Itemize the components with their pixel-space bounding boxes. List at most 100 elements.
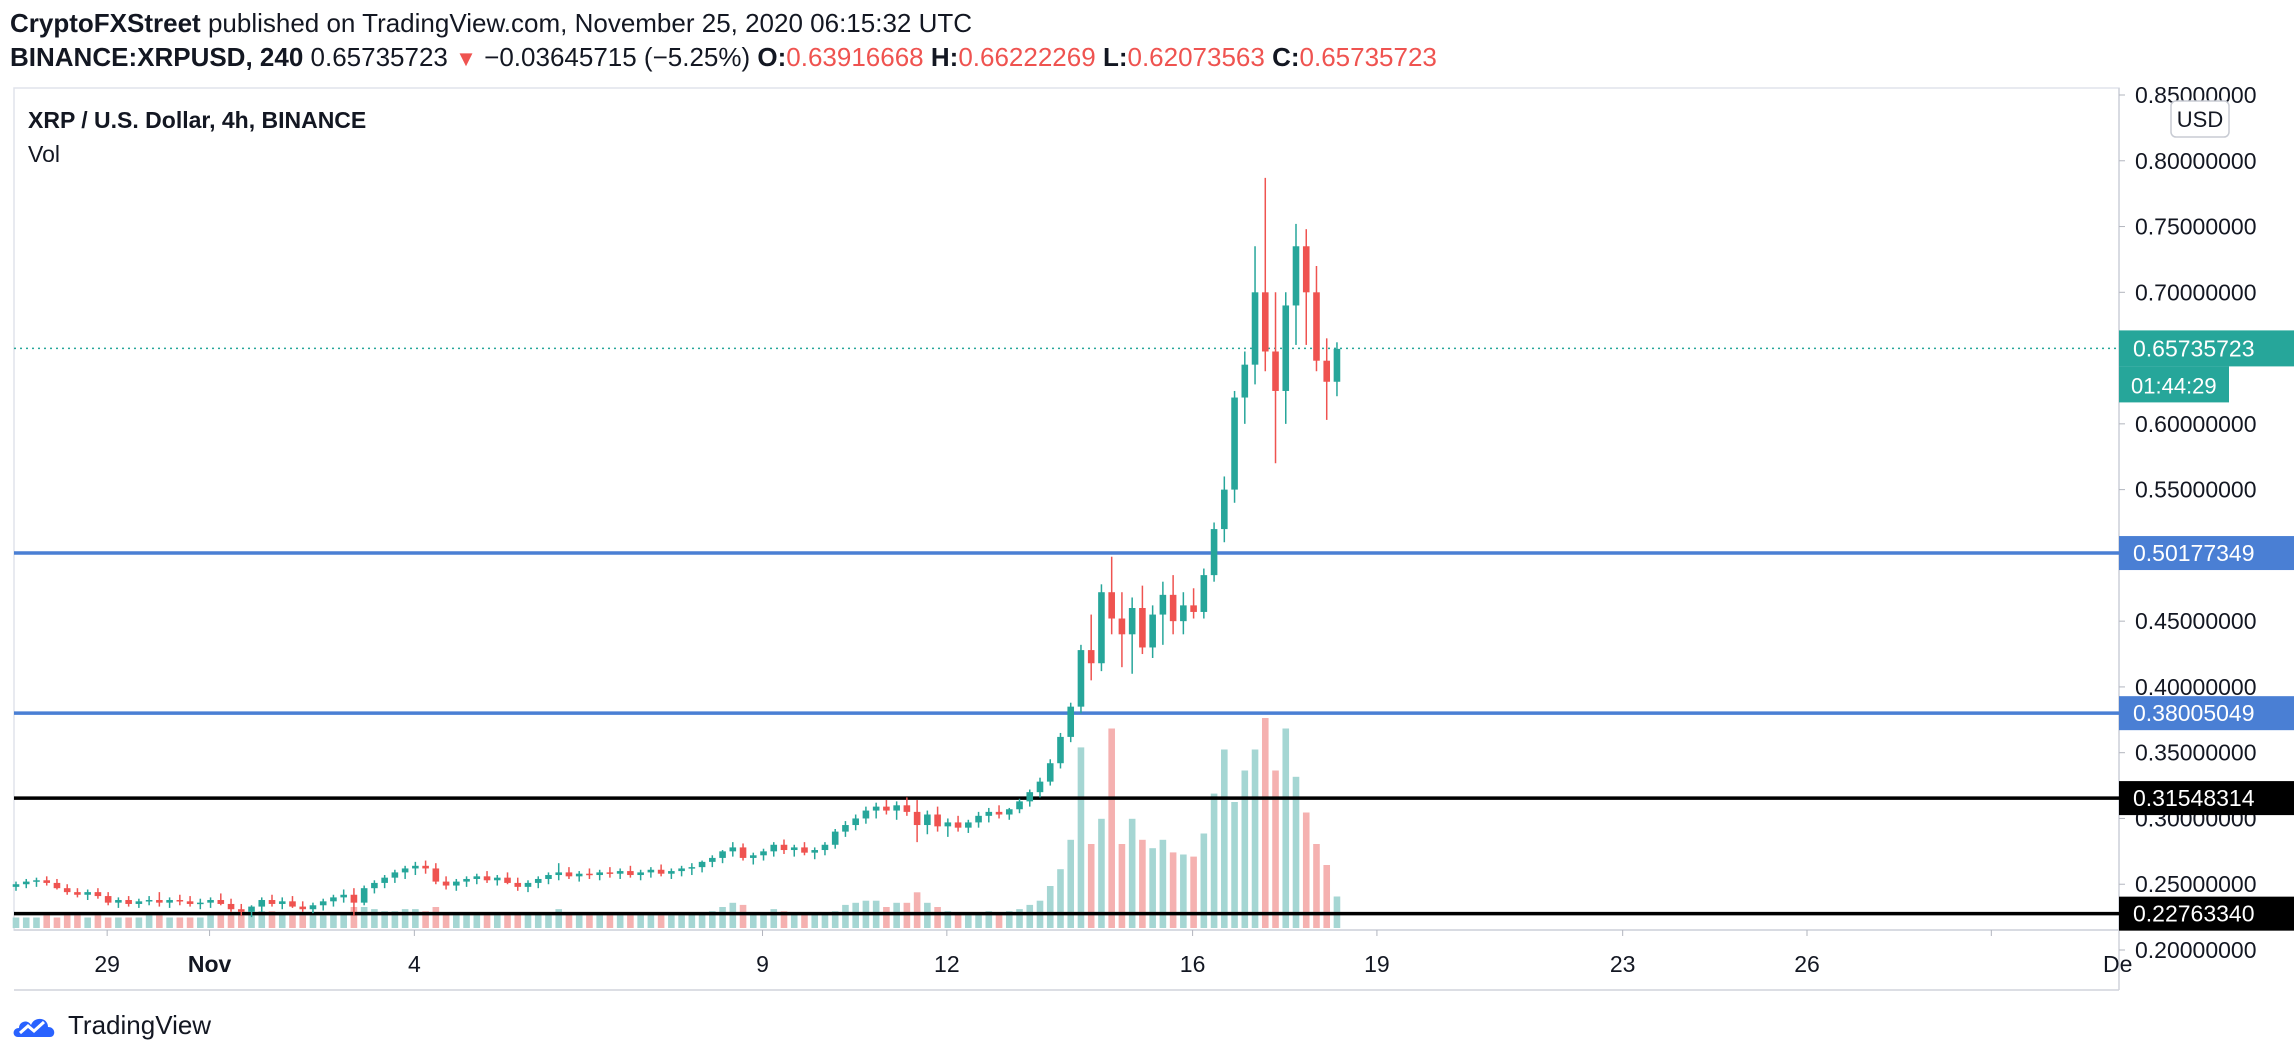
candle-body [504, 877, 511, 883]
candle-body [524, 882, 532, 887]
level-price-label: 0.50177349 [2133, 540, 2255, 566]
volume-bar [1098, 818, 1105, 928]
candle-body [944, 822, 952, 827]
candle-body [862, 810, 870, 819]
candle-body [1169, 594, 1177, 622]
volume-bar [1210, 793, 1218, 928]
volume-bar [616, 915, 624, 928]
volume-bar [340, 913, 347, 928]
candle-body [1261, 292, 1269, 352]
candle-body [268, 900, 276, 904]
candle-body [299, 906, 307, 910]
candle-body [166, 900, 173, 903]
candle-body [248, 906, 255, 912]
candle-body [309, 905, 317, 910]
volume-bar [698, 913, 706, 928]
symbol-label: BINANCE:XRPUSD, 240 [10, 42, 304, 72]
candle-body [442, 881, 450, 886]
candle-body [43, 880, 51, 883]
candle-body [831, 831, 839, 845]
candle-body [74, 892, 81, 895]
close-value: 0.65735723 [1299, 42, 1437, 72]
chart[interactable]: 0.850000000.800000000.750000000.70000000… [0, 0, 2294, 1000]
candle-body [319, 901, 327, 906]
tradingview-logo[interactable]: TradingView [10, 1010, 211, 1041]
volume-bar [473, 915, 481, 928]
volume-bar [22, 917, 30, 928]
volume-bar [842, 904, 849, 928]
candle-body [801, 847, 808, 853]
candle-body [1067, 706, 1075, 737]
volume-bar [186, 917, 194, 928]
candle-body [1026, 792, 1034, 802]
candle-body [104, 896, 112, 903]
volume-bar [913, 892, 921, 928]
volume-bar [606, 915, 614, 928]
level-price-label: 0.31548314 [2133, 785, 2255, 811]
candle-body [1292, 246, 1300, 306]
low-value: 0.62073563 [1127, 42, 1265, 72]
level-price-label: 0.22763340 [2133, 901, 2255, 927]
candle-body [729, 847, 737, 852]
countdown-tag [2119, 366, 2229, 403]
candle-body [749, 855, 757, 858]
volume-bar [94, 915, 102, 928]
volume-bar [391, 911, 399, 928]
candle-body [790, 847, 798, 851]
low-label: L: [1102, 42, 1128, 72]
volume-bar [299, 915, 307, 928]
volume-bar [1149, 848, 1156, 928]
volume-bar [1241, 770, 1249, 928]
candle-body [1108, 592, 1115, 619]
volume-bar [207, 915, 214, 928]
candle-body [606, 872, 614, 874]
volume-bar [33, 917, 40, 928]
volume-bar [596, 915, 603, 928]
price-tick-label: 0.70000000 [2135, 279, 2257, 305]
price-tick-label: 0.35000000 [2135, 740, 2257, 766]
price-tick-label: 0.40000000 [2135, 674, 2257, 700]
volume-bar [156, 915, 163, 928]
volume-bar [309, 915, 317, 928]
time-axis[interactable]: 29 Nov 4 9 12 16 19 23 26 De [94, 930, 2132, 977]
volume-bar [1221, 749, 1228, 928]
tradingview-brand: TradingView [68, 1010, 212, 1040]
horizontal-levels[interactable] [14, 347, 2119, 916]
volume-bar [289, 915, 296, 928]
candle-body [1302, 246, 1310, 293]
last-price-value: 0.65735723 [310, 42, 448, 72]
volume-bar [1200, 833, 1208, 928]
candle-body [719, 851, 726, 858]
volume-bar [678, 915, 685, 928]
candle-body [1272, 351, 1279, 391]
countdown-label: 01:44:29 [2131, 373, 2217, 398]
time-tick-label: 26 [1794, 951, 1820, 977]
candle-body [1190, 605, 1197, 612]
currency-badge[interactable]: USD [2170, 100, 2230, 138]
volume-bar [227, 915, 235, 928]
volume-bar [637, 915, 644, 928]
volume-bar [248, 913, 255, 928]
candle-body [1139, 608, 1146, 648]
candle-body [924, 814, 931, 826]
candle-body [432, 868, 440, 882]
candle-body [1200, 575, 1208, 612]
price-axis[interactable]: 0.850000000.800000000.750000000.70000000… [2119, 82, 2257, 963]
candle-body [596, 872, 603, 876]
chart-frame-border [13, 87, 2120, 931]
volume-bar [821, 913, 829, 928]
volume-bar [575, 915, 583, 928]
candle-body [145, 900, 153, 902]
volume-bar [749, 913, 757, 928]
publish-line: CryptoFXStreet published on TradingView.… [10, 8, 972, 39]
volume-bar [565, 913, 573, 928]
down-arrow-icon: ▼ [455, 46, 477, 71]
volume-bar [84, 917, 91, 928]
candle-body [94, 892, 102, 897]
volume-bar [1282, 728, 1290, 928]
volume-bar [1026, 904, 1034, 928]
candle-body [340, 894, 347, 898]
candle-body [555, 872, 563, 876]
volume-bar [760, 913, 767, 928]
volume-bar [1128, 818, 1136, 928]
